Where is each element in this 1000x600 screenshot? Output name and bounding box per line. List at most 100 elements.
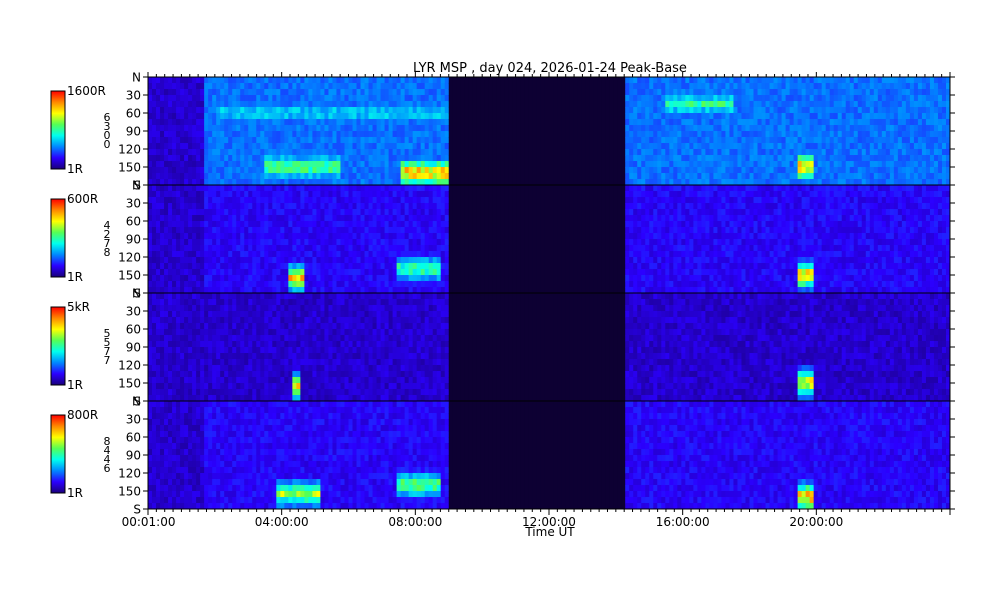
heat-cell (913, 83, 919, 90)
heat-cell (208, 107, 213, 114)
heat-cell (180, 179, 185, 186)
heat-cell (452, 143, 458, 150)
heat-cell (593, 143, 598, 150)
heat-cell (200, 257, 205, 264)
heat-cell (645, 167, 650, 174)
heat-cell (725, 83, 730, 90)
heat-cell (408, 95, 414, 102)
heat-cell (504, 77, 510, 84)
heat-cell (845, 89, 851, 96)
heat-cell (577, 119, 582, 126)
heat-cell (388, 281, 394, 288)
heat-cell (380, 149, 385, 156)
heat-cell (432, 191, 438, 198)
heat-cell (192, 215, 197, 222)
heat-cell (340, 269, 345, 276)
heat-cell (669, 77, 674, 84)
heat-cell (436, 257, 442, 264)
heat-cell (168, 107, 173, 114)
heat-cell (713, 101, 718, 108)
heat-cell (841, 107, 847, 114)
heat-cell (464, 101, 470, 108)
heat-cell (264, 275, 269, 282)
heat-cell (244, 77, 249, 84)
heat-cell (536, 149, 542, 156)
heat-cell (721, 149, 726, 156)
heat-cell (244, 215, 249, 222)
heat-cell (881, 107, 887, 114)
heat-cell (228, 161, 233, 168)
heat-cell (853, 161, 859, 168)
heat-cell (240, 167, 245, 174)
heat-cell (713, 89, 718, 96)
heat-cell (276, 89, 281, 96)
heat-cell (288, 77, 293, 84)
heat-cell (861, 137, 867, 144)
heat-cell (268, 245, 273, 252)
heat-cell (404, 119, 410, 126)
heat-cell (248, 215, 253, 222)
heat-cell (312, 197, 317, 204)
heat-cell (721, 173, 726, 180)
heat-cell (881, 173, 887, 180)
heat-cell (280, 215, 285, 222)
heat-cell (709, 89, 714, 96)
heat-cell (188, 221, 193, 228)
heat-cell (492, 143, 498, 150)
heat-cell (472, 119, 478, 126)
heat-cell (196, 143, 201, 150)
heat-cell (709, 143, 714, 150)
heat-cell (164, 185, 169, 192)
heat-cell (593, 95, 598, 102)
heat-cell (941, 137, 947, 144)
heat-cell (332, 215, 337, 222)
heat-cell (308, 149, 313, 156)
heat-cell (312, 131, 317, 138)
heat-cell (192, 119, 197, 126)
heat-cell (408, 281, 414, 288)
heat-cell (352, 233, 357, 240)
heat-cell (829, 125, 835, 132)
heat-cell (933, 143, 939, 150)
heat-cell (188, 101, 193, 108)
heat-cell (368, 215, 373, 222)
heat-cell (404, 179, 410, 186)
heat-cell (312, 125, 317, 132)
heat-cell (633, 167, 638, 174)
heat-cell (869, 167, 875, 174)
heat-cell (272, 155, 277, 162)
heat-cell (408, 77, 414, 84)
heat-cell (440, 101, 446, 108)
heat-cell (188, 185, 193, 192)
heat-cell (440, 275, 446, 282)
heat-cell (569, 143, 574, 150)
heat-cell (392, 239, 398, 246)
heat-cell (164, 179, 169, 186)
heat-cell (917, 119, 923, 126)
heat-cell (821, 83, 827, 90)
heat-cell (741, 167, 746, 174)
heat-cell (224, 113, 229, 120)
heat-cell (348, 269, 353, 276)
heat-cell (853, 119, 859, 126)
heat-cell (420, 101, 426, 108)
heat-cell (408, 143, 414, 150)
heat-cell (184, 119, 189, 126)
heat-cell (184, 113, 189, 120)
heat-cell (420, 209, 426, 216)
heat-cell (376, 221, 381, 228)
heat-cell (312, 83, 317, 90)
heat-cell (180, 83, 185, 90)
heat-cell (885, 89, 891, 96)
heat-cell (296, 233, 301, 240)
heat-cell (384, 215, 389, 222)
heat-cell (657, 125, 662, 132)
heat-cell (296, 287, 301, 294)
heat-cell (665, 143, 670, 150)
heat-cell (472, 95, 478, 102)
heat-cell (308, 125, 313, 132)
heat-cell (500, 179, 506, 186)
heat-cell (484, 95, 490, 102)
heat-cell (717, 119, 722, 126)
heat-cell (665, 137, 670, 144)
